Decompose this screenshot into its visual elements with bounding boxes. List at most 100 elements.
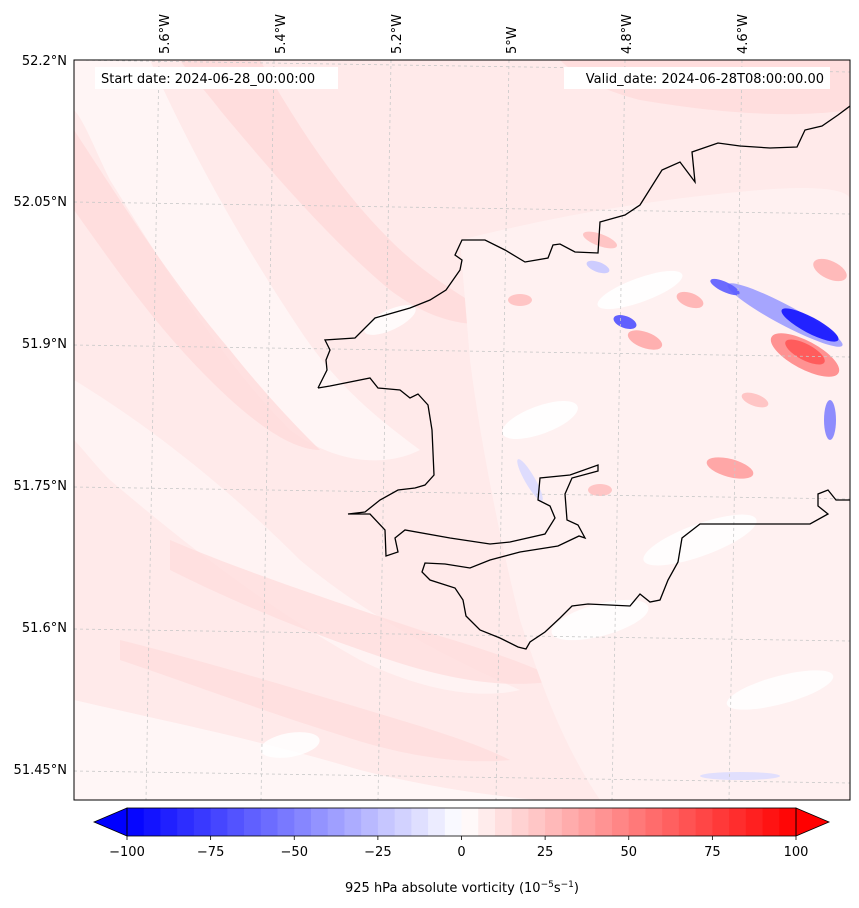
lon-label: 5°W xyxy=(505,26,520,54)
colorbar-tick-label: −50 xyxy=(281,845,308,860)
colorbar-segment xyxy=(127,808,145,836)
lat-label: 52.05°N xyxy=(14,195,67,210)
colorbar-tick-label: 75 xyxy=(704,845,721,860)
colorbar-tick-label: 100 xyxy=(784,845,809,860)
coastline xyxy=(317,105,850,389)
colorbar-segment xyxy=(411,808,429,836)
lat-label: 52.2°N xyxy=(22,54,67,69)
colorbar-tick-label: −25 xyxy=(364,845,391,860)
vorticity-positive-cell xyxy=(785,339,825,365)
vorticity-near-zero-cell xyxy=(502,401,578,439)
vorticity-positive-cell xyxy=(741,392,769,408)
start-date-box xyxy=(95,67,338,89)
colorbar-segment xyxy=(762,808,780,836)
vorticity-positive-cell xyxy=(627,330,663,350)
colorbar-segment xyxy=(344,808,362,836)
vorticity-positive-cell xyxy=(676,291,704,309)
colorbar-segment xyxy=(712,808,730,836)
colorbar-segment xyxy=(528,808,546,836)
colorbar-tick-label: −100 xyxy=(109,845,145,860)
valid-date-box xyxy=(564,67,830,89)
vorticity-weak-band xyxy=(74,700,540,800)
vorticity-negative-cell xyxy=(700,772,780,780)
latitude-labels: 52.2°N 52.05°N 51.9°N 51.75°N 51.6°N 51.… xyxy=(14,54,67,778)
colorbar-segment xyxy=(511,808,529,836)
colorbar-segment xyxy=(745,808,763,836)
colorbar-tick-label: 0 xyxy=(457,845,465,860)
vorticity-negative-cell xyxy=(586,260,610,274)
lat-label: 51.6°N xyxy=(22,621,67,636)
vorticity-negative-cell xyxy=(824,400,836,440)
colorbar-segment xyxy=(461,808,479,836)
colorbar-segment xyxy=(361,808,379,836)
colorbar-tick-label: 25 xyxy=(537,845,554,860)
colorbar-segment xyxy=(444,808,462,836)
colorbar-segment xyxy=(478,808,496,836)
vorticity-negative-cell xyxy=(781,308,839,342)
vorticity-near-zero-cell xyxy=(551,599,649,641)
vorticity-negative-cell xyxy=(613,315,637,329)
colorbar-segment xyxy=(210,808,228,836)
vorticity-positive-cell xyxy=(508,294,532,306)
colorbar-segment xyxy=(595,808,613,836)
colorbar-segment xyxy=(377,808,396,836)
colorbar: −100 −75 −50 −25 0 25 50 75 100 925 hPa absolute… xyxy=(92,807,831,896)
colorbar-segment xyxy=(193,808,212,836)
colorbar-segment xyxy=(277,808,295,836)
map-panel xyxy=(74,60,850,800)
colorbar-segment xyxy=(160,808,178,836)
colorbar-segment xyxy=(645,808,663,836)
colorbar-segment xyxy=(177,808,195,836)
colorbar-segment xyxy=(310,808,329,836)
vorticity-near-zero-cell xyxy=(597,270,683,310)
vorticity-positive-band xyxy=(170,540,560,684)
vorticity-positive-band xyxy=(120,640,510,762)
lat-label: 51.9°N xyxy=(22,337,67,352)
vorticity-positive-cell xyxy=(706,457,754,479)
lon-label: 4.8°W xyxy=(620,14,635,54)
vorticity-positive-band xyxy=(180,60,500,324)
colorbar-segment xyxy=(260,808,278,836)
vorticity-near-zero-cell xyxy=(260,732,320,758)
colorbar-segment xyxy=(143,808,161,836)
valid-date-label: Valid_date: 2024-06-28T08:00:00.00 xyxy=(586,72,824,87)
map-frame xyxy=(73,59,851,801)
colorbar-segments xyxy=(127,808,797,836)
lon-label: 4.6°W xyxy=(736,14,751,54)
colorbar-max-extension xyxy=(795,807,831,837)
colorbar-segment xyxy=(244,808,262,836)
vorticity-weak-band xyxy=(74,380,520,694)
coastline xyxy=(317,377,850,650)
colorbar-tick-label: 50 xyxy=(620,845,637,860)
lat-label: 51.45°N xyxy=(14,763,67,778)
lat-label: 51.75°N xyxy=(14,479,67,494)
colorbar-segment xyxy=(612,808,630,836)
colorbar-segment xyxy=(779,808,797,836)
colorbar-segment xyxy=(578,808,596,836)
lon-label: 5.4°W xyxy=(274,14,289,54)
colorbar-segment xyxy=(428,808,446,836)
colorbar-segment xyxy=(561,808,579,836)
colorbar-segment xyxy=(545,808,563,836)
vorticity-positive-cell xyxy=(582,231,618,249)
vorticity-negative-cell xyxy=(517,459,543,501)
colorbar-ticks: −100 −75 −50 −25 0 25 50 75 100 xyxy=(109,836,808,860)
vorticity-weak-band xyxy=(74,60,420,461)
vorticity-positive-cell xyxy=(588,484,612,496)
lon-label: 5.2°W xyxy=(390,14,405,54)
colorbar-segment xyxy=(729,808,747,836)
vorticity-near-zero-cell xyxy=(364,305,416,335)
vorticity-near-zero-cell xyxy=(726,670,834,710)
vorticity-negative-cell xyxy=(710,278,740,296)
colorbar-tick-label: −75 xyxy=(197,845,224,860)
vorticity-positive-cell xyxy=(813,258,847,282)
vorticity-near-zero-cell xyxy=(643,514,757,566)
colorbar-segment xyxy=(294,808,312,836)
colorbar-segment xyxy=(695,808,713,836)
colorbar-segment xyxy=(327,808,345,836)
longitude-labels: 5.6°W 5.4°W 5.2°W 5°W 4.8°W 4.6°W xyxy=(158,14,751,54)
colorbar-segment xyxy=(227,808,245,836)
start-date-label: Start date: 2024-06-28_00:00:00 xyxy=(101,72,315,87)
lon-label: 5.6°W xyxy=(158,14,173,54)
